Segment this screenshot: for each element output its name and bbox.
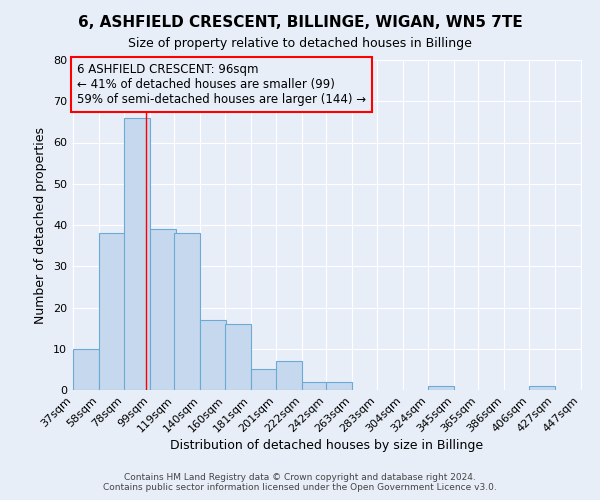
Bar	[73, 349, 99, 390]
Bar	[225, 324, 251, 390]
Text: 6 ASHFIELD CRESCENT: 96sqm
← 41% of detached houses are smaller (99)
59% of semi: 6 ASHFIELD CRESCENT: 96sqm ← 41% of deta…	[77, 64, 366, 106]
Bar	[150, 229, 176, 390]
Text: 6, ASHFIELD CRESCENT, BILLINGE, WIGAN, WN5 7TE: 6, ASHFIELD CRESCENT, BILLINGE, WIGAN, W…	[77, 15, 523, 30]
Bar	[124, 118, 150, 390]
Bar	[99, 233, 125, 390]
X-axis label: Distribution of detached houses by size in Billinge: Distribution of detached houses by size …	[170, 440, 484, 452]
Bar	[175, 233, 200, 390]
Y-axis label: Number of detached properties: Number of detached properties	[34, 126, 47, 324]
Bar	[302, 382, 328, 390]
Text: Contains HM Land Registry data © Crown copyright and database right 2024.
Contai: Contains HM Land Registry data © Crown c…	[103, 473, 497, 492]
Bar	[326, 382, 352, 390]
Bar	[276, 361, 302, 390]
Bar	[200, 320, 226, 390]
Text: Size of property relative to detached houses in Billinge: Size of property relative to detached ho…	[128, 38, 472, 51]
Bar	[529, 386, 555, 390]
Bar	[251, 370, 277, 390]
Bar	[428, 386, 454, 390]
